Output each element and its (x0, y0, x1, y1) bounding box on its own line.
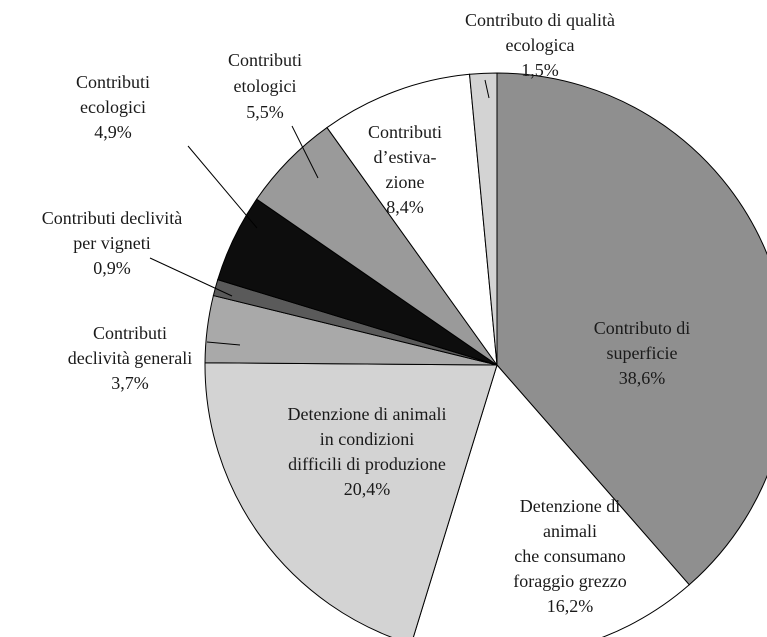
pie-slice (412, 363, 690, 637)
value-label: 20,4% (344, 479, 391, 499)
leader-line (291, 125, 319, 179)
pie-slice (496, 72, 767, 586)
slice-label: Contributo di qualità (465, 10, 615, 30)
slice-label: che consumano (514, 546, 625, 566)
slice-label: declività generali (68, 348, 192, 368)
slice-label: Contributi (93, 323, 167, 343)
slice-label: Contributi (228, 50, 302, 70)
slice-label: Contributi declività (42, 208, 182, 228)
value-label: 5,5% (246, 102, 284, 122)
value-label: 4,9% (94, 122, 132, 142)
slice-label: Detenzione di (520, 496, 620, 516)
value-label: 16,2% (547, 596, 594, 616)
value-label: 38,6% (619, 368, 666, 388)
pie-slice (469, 72, 498, 366)
slice-label: ecologici (80, 97, 146, 117)
leader-line (187, 145, 258, 229)
slice-label: etologici (234, 76, 297, 96)
slice-label: d’estiva- (374, 147, 437, 167)
value-label: 8,4% (386, 197, 424, 217)
slice-label: foraggio grezzo (513, 571, 626, 591)
pie-slice (204, 362, 498, 637)
value-label: 1,5% (521, 60, 559, 80)
slice-label: ecologica (506, 35, 575, 55)
slice-label: per vigneti (73, 233, 150, 253)
slice-label: zione (386, 172, 425, 192)
slice-label: Contributi (368, 122, 442, 142)
value-label: 0,9% (93, 258, 131, 278)
slice-label: difficili di produzione (288, 454, 446, 474)
leader-line (149, 257, 233, 297)
value-label: 3,7% (111, 373, 149, 393)
leader-line (206, 341, 241, 346)
pie-slice (326, 73, 498, 367)
slice-label: animali (543, 521, 597, 541)
slice-label: in condizioni (320, 429, 414, 449)
pie (204, 72, 767, 637)
slice-label: Contributi (76, 72, 150, 92)
slice-label: Detenzione di animali (288, 404, 447, 424)
slice-label: superficie (607, 343, 678, 363)
leader-line (484, 79, 490, 99)
slice-label: Contributo di (594, 318, 691, 338)
labels: Contributo di superficie 38,6% Detenzione d… (42, 10, 691, 616)
